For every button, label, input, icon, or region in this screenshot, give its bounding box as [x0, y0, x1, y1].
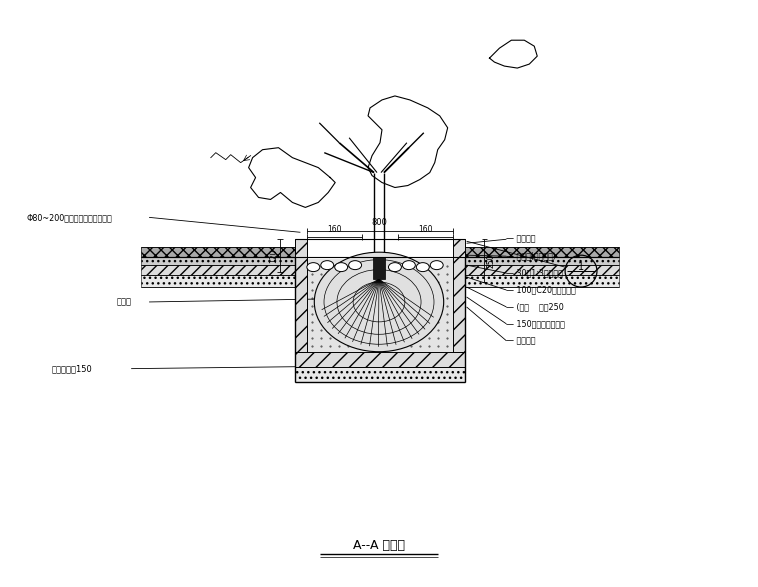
Text: — 30厘1:3水泥砂浆: — 30厘1:3水泥砂浆 [506, 269, 563, 278]
Text: — 100厘C20加石混凝土: — 100厘C20加石混凝土 [506, 285, 576, 295]
Ellipse shape [416, 262, 429, 272]
Text: 800: 800 [371, 218, 387, 227]
Ellipse shape [335, 262, 348, 272]
Bar [465, 275, 619, 287]
Text: — 150层级配碎石垫层: — 150层级配碎石垫层 [506, 319, 565, 328]
Text: — 泡沫砼墙: — 泡沫砼墙 [506, 235, 536, 244]
Text: 160: 160 [327, 225, 341, 234]
Text: — (内配    流动250: — (内配 流动250 [506, 302, 564, 312]
Bar [465, 265, 619, 275]
Text: — 素土夯实: — 素土夯实 [506, 336, 536, 345]
Bar [373, 257, 385, 279]
Text: 120: 120 [270, 248, 278, 263]
Ellipse shape [388, 262, 402, 272]
Text: 砂砾垫层约150: 砂砾垫层约150 [52, 364, 92, 373]
Ellipse shape [321, 261, 334, 269]
Text: 160: 160 [418, 225, 433, 234]
Bar [465, 257, 619, 265]
Bar [141, 265, 296, 275]
Bar [296, 367, 465, 382]
Text: 250: 250 [487, 254, 496, 268]
Ellipse shape [402, 261, 415, 269]
Text: A--A 剖面图: A--A 剖面图 [353, 539, 405, 552]
Bar [141, 247, 296, 257]
Bar [453, 239, 465, 257]
Bar [453, 257, 465, 352]
Bar [141, 257, 296, 265]
Bar [141, 275, 296, 287]
Text: 种植土: 种植土 [116, 298, 131, 306]
Bar [465, 247, 619, 257]
Ellipse shape [307, 262, 320, 272]
Text: 1: 1 [578, 262, 584, 272]
Text: Φ80~200本色制备石自由铺铺设: Φ80~200本色制备石自由铺铺设 [27, 213, 112, 222]
Ellipse shape [431, 261, 443, 269]
Ellipse shape [315, 252, 443, 352]
Ellipse shape [349, 261, 362, 269]
Bar [307, 259, 453, 352]
Bar [296, 239, 307, 257]
Bar [296, 257, 307, 352]
Bar [296, 352, 465, 367]
Text: — 花岗岩(列岸饰面): — 花岗岩(列岸饰面) [506, 252, 556, 261]
